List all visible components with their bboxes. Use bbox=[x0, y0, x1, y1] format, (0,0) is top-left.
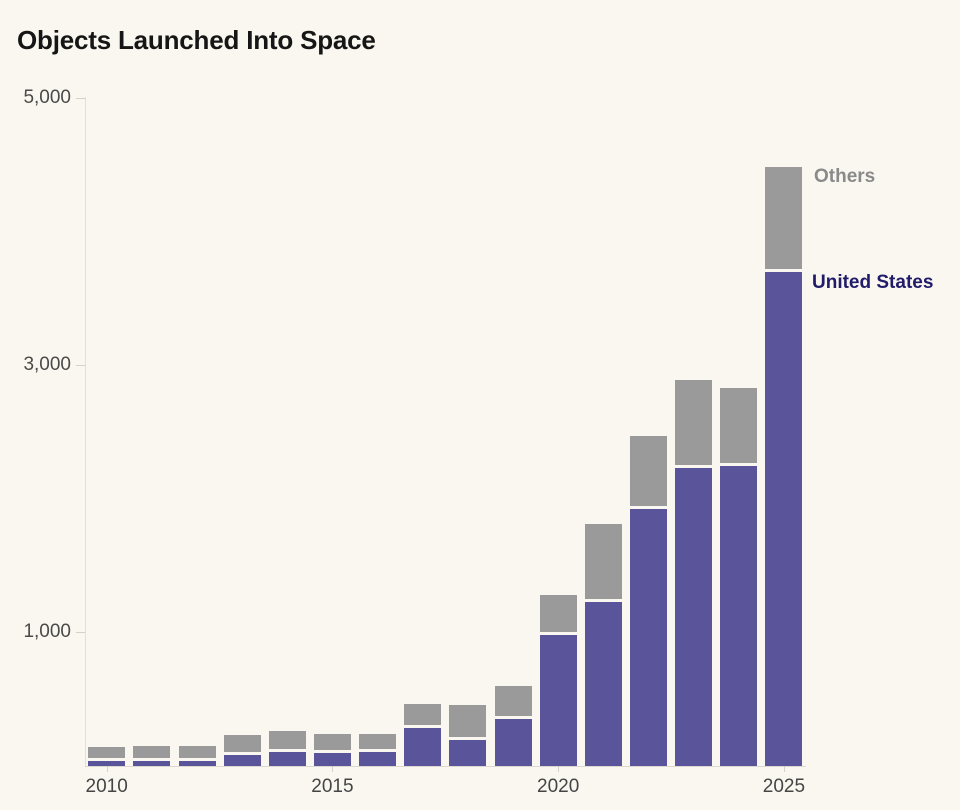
bar-segment-united-states-2020[interactable] bbox=[539, 635, 577, 766]
bar-segment-others-2017[interactable] bbox=[404, 703, 442, 725]
bar-2012[interactable] bbox=[178, 0, 216, 766]
x-axis-line bbox=[85, 766, 806, 767]
x-tick-mark-2020 bbox=[558, 766, 560, 772]
bar-2010[interactable] bbox=[88, 0, 126, 766]
x-tick-label-2010: 2010 bbox=[85, 776, 128, 797]
bar-segment-others-2010[interactable] bbox=[88, 746, 126, 759]
bar-segment-united-states-2011[interactable] bbox=[133, 761, 171, 766]
x-tick-mark-2015 bbox=[332, 766, 334, 772]
bar-segment-others-2019[interactable] bbox=[494, 686, 532, 716]
bar-2011[interactable] bbox=[133, 0, 171, 766]
bar-segment-others-2011[interactable] bbox=[133, 745, 171, 759]
bar-segment-others-2021[interactable] bbox=[584, 523, 622, 599]
bar-2015[interactable] bbox=[313, 0, 351, 766]
bar-segment-united-states-2013[interactable] bbox=[223, 754, 261, 766]
legend-label-others: Others bbox=[814, 166, 876, 187]
bar-2022[interactable] bbox=[630, 0, 667, 766]
bar-segment-united-states-2023[interactable] bbox=[675, 468, 713, 766]
bar-segment-others-2016[interactable] bbox=[359, 733, 397, 749]
y-tick-mark-3000 bbox=[76, 365, 85, 367]
x-tick-mark-2010 bbox=[106, 766, 108, 772]
bar-segment-united-states-2021[interactable] bbox=[584, 601, 622, 766]
bar-segment-others-2022[interactable] bbox=[630, 436, 667, 506]
x-tick-label-2015: 2015 bbox=[311, 776, 354, 797]
bar-segment-others-2013[interactable] bbox=[223, 734, 261, 752]
bar-2017[interactable] bbox=[404, 0, 442, 766]
y-tick-mark-5000 bbox=[76, 98, 85, 99]
bar-2020[interactable] bbox=[539, 0, 577, 766]
bar-segment-others-2015[interactable] bbox=[313, 734, 351, 751]
bar-segment-united-states-2018[interactable] bbox=[449, 739, 487, 766]
bar-2014[interactable] bbox=[268, 0, 306, 766]
y-tick-label-5000: 5,000 bbox=[23, 87, 71, 108]
bar-segment-united-states-2024[interactable] bbox=[720, 466, 758, 766]
legend-label-united-states: United States bbox=[812, 272, 934, 293]
bar-segment-united-states-2017[interactable] bbox=[404, 727, 442, 766]
bar-segment-others-2014[interactable] bbox=[268, 730, 306, 749]
bar-segment-united-states-2016[interactable] bbox=[359, 751, 397, 766]
bar-2025[interactable] bbox=[765, 0, 803, 766]
chart-title: Objects Launched Into Space bbox=[17, 25, 376, 56]
x-tick-label-2025: 2025 bbox=[762, 776, 806, 797]
bar-segment-others-2012[interactable] bbox=[178, 746, 216, 758]
bar-2016[interactable] bbox=[359, 0, 397, 766]
bar-segment-united-states-2025[interactable] bbox=[765, 271, 803, 766]
bar-2024[interactable] bbox=[720, 0, 758, 766]
bar-segment-united-states-2010[interactable] bbox=[88, 761, 126, 766]
bar-2021[interactable] bbox=[584, 0, 622, 766]
bar-segment-others-2020[interactable] bbox=[539, 595, 577, 633]
bars-container bbox=[88, 0, 803, 766]
bar-2023[interactable] bbox=[675, 0, 713, 766]
bar-segment-united-states-2015[interactable] bbox=[313, 753, 351, 766]
bar-segment-others-2025[interactable] bbox=[765, 167, 803, 269]
y-axis-line bbox=[85, 97, 86, 766]
bar-segment-united-states-2012[interactable] bbox=[178, 760, 216, 766]
y-tick-mark-1000 bbox=[76, 632, 85, 634]
x-tick-mark-2025 bbox=[783, 766, 785, 772]
bar-2013[interactable] bbox=[223, 0, 261, 766]
bar-2018[interactable] bbox=[449, 0, 487, 766]
y-tick-label-3000: 3,000 bbox=[23, 354, 71, 376]
bar-segment-others-2018[interactable] bbox=[449, 704, 487, 737]
bar-segment-others-2023[interactable] bbox=[675, 379, 713, 466]
bar-2019[interactable] bbox=[494, 0, 532, 766]
bar-segment-united-states-2014[interactable] bbox=[268, 751, 306, 766]
x-tick-label-2020: 2020 bbox=[537, 776, 580, 797]
y-tick-label-1000: 1,000 bbox=[23, 621, 71, 643]
bar-segment-united-states-2022[interactable] bbox=[630, 508, 667, 766]
bar-segment-others-2024[interactable] bbox=[720, 387, 758, 464]
bar-segment-united-states-2019[interactable] bbox=[494, 718, 532, 766]
